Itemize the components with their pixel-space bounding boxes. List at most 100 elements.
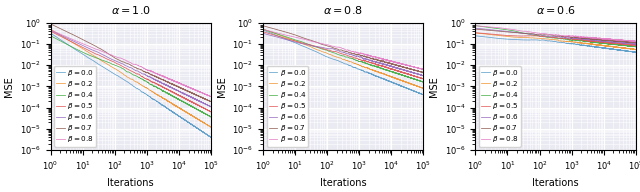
X-axis label: Iterations: Iterations: [532, 178, 579, 188]
$\beta = 0.4$: [200, 112, 208, 114]
$\beta = 0.6$: [420, 74, 428, 77]
$\beta = 0.2$: [413, 85, 421, 87]
$\beta = 0.6$: [413, 73, 421, 75]
$\beta = 0.7$: [201, 98, 209, 100]
$\beta = 0.4$: [631, 46, 639, 48]
$\beta = 0.0$: [413, 91, 420, 93]
$\beta = 0.5$: [400, 72, 408, 74]
$\beta = 0.7$: [409, 69, 417, 71]
$\beta = 0.0$: [188, 123, 195, 126]
$\beta = 0.5$: [612, 42, 620, 45]
$\beta = 0.4$: [627, 45, 635, 47]
$\beta = 0.5$: [259, 31, 267, 33]
$\beta = 0.0$: [420, 94, 428, 96]
$\beta = 0.2$: [472, 32, 479, 34]
$\beta = 0.0$: [207, 136, 215, 139]
Line: $\beta = 0.4$: $\beta = 0.4$: [263, 29, 424, 82]
$\beta = 0.5$: [625, 43, 633, 46]
$\beta = 0.7$: [200, 97, 208, 100]
$\beta = 0.5$: [632, 44, 639, 46]
$\beta = 0.5$: [626, 44, 634, 46]
$\beta = 0.0$: [627, 50, 635, 53]
$\beta = 0.7$: [196, 96, 204, 98]
$\beta = 0.5$: [202, 108, 210, 111]
Line: $\beta = 0.0$: $\beta = 0.0$: [51, 33, 211, 137]
$\beta = 0.8$: [612, 39, 620, 41]
$\beta = 0.0$: [419, 93, 426, 96]
$\beta = 0.8$: [196, 91, 204, 93]
$\beta = 0.2$: [202, 123, 210, 126]
$\beta = 0.6$: [415, 73, 422, 75]
$\beta = 0.8$: [413, 66, 420, 69]
$\beta = 0.0$: [400, 86, 408, 88]
$\beta = 0.6$: [400, 69, 408, 71]
$\beta = 0.2$: [207, 126, 215, 128]
$\beta = 0.2$: [201, 122, 209, 125]
$\beta = 0.6$: [419, 74, 427, 77]
$\beta = 0.5$: [188, 101, 195, 103]
X-axis label: Iterations: Iterations: [320, 178, 367, 188]
$\beta = 0.7$: [47, 23, 54, 25]
$\beta = 0.7$: [413, 70, 421, 72]
$\beta = 0.8$: [47, 29, 54, 31]
$\beta = 0.8$: [632, 40, 639, 42]
$\beta = 0.4$: [400, 74, 408, 77]
$\beta = 0.2$: [206, 125, 214, 128]
Line: $\beta = 0.4$: $\beta = 0.4$: [51, 36, 211, 117]
$\beta = 0.8$: [207, 96, 215, 98]
$\beta = 0.2$: [400, 80, 408, 82]
$\beta = 0.5$: [627, 44, 635, 46]
$\beta = 0.7$: [419, 71, 426, 73]
Title: $\alpha = 1.0$: $\alpha = 1.0$: [111, 4, 151, 16]
$\beta = 0.5$: [631, 44, 639, 46]
Line: $\beta = 0.2$: $\beta = 0.2$: [51, 29, 211, 127]
Line: $\beta = 0.6$: $\beta = 0.6$: [476, 28, 636, 44]
Line: $\beta = 0.5$: $\beta = 0.5$: [476, 33, 636, 45]
$\beta = 0.5$: [207, 111, 215, 113]
$\beta = 0.0$: [612, 49, 620, 51]
$\beta = 0.2$: [631, 48, 639, 50]
$\beta = 0.8$: [188, 87, 195, 90]
$\beta = 0.4$: [206, 115, 214, 118]
Legend: $\beta = 0.0$, $\beta = 0.2$, $\beta = 0.4$, $\beta = 0.5$, $\beta = 0.6$, $\bet: $\beta = 0.0$, $\beta = 0.2$, $\beta = 0…: [266, 66, 308, 146]
$\beta = 0.7$: [420, 71, 428, 74]
$\beta = 0.2$: [259, 28, 267, 30]
X-axis label: Iterations: Iterations: [108, 178, 154, 188]
$\beta = 0.4$: [420, 81, 428, 83]
$\beta = 0.2$: [632, 48, 639, 51]
$\beta = 0.8$: [413, 67, 421, 69]
$\beta = 0.2$: [200, 122, 208, 124]
$\beta = 0.5$: [419, 77, 426, 80]
$\beta = 0.7$: [413, 70, 420, 72]
Legend: $\beta = 0.0$, $\beta = 0.2$, $\beta = 0.4$, $\beta = 0.5$, $\beta = 0.6$, $\bet: $\beta = 0.0$, $\beta = 0.2$, $\beta = 0…: [54, 66, 96, 146]
$\beta = 0.2$: [196, 120, 204, 122]
$\beta = 0.6$: [188, 96, 195, 99]
$\beta = 0.8$: [621, 39, 629, 42]
$\beta = 0.5$: [632, 44, 639, 46]
$\beta = 0.8$: [625, 40, 633, 42]
$\beta = 0.4$: [612, 43, 620, 46]
$\beta = 0.4$: [626, 45, 634, 47]
$\beta = 0.0$: [202, 133, 210, 135]
$\beta = 0.6$: [196, 101, 204, 103]
$\beta = 0.6$: [632, 43, 639, 45]
$\beta = 0.2$: [415, 85, 422, 88]
Title: $\alpha = 0.6$: $\alpha = 0.6$: [536, 4, 575, 16]
$\beta = 0.7$: [632, 41, 639, 44]
Title: $\alpha = 0.8$: $\alpha = 0.8$: [323, 4, 363, 16]
$\beta = 0.8$: [400, 63, 408, 65]
$\beta = 0.6$: [409, 71, 417, 74]
$\beta = 0.5$: [420, 78, 428, 80]
Line: $\beta = 0.7$: $\beta = 0.7$: [51, 24, 211, 102]
$\beta = 0.4$: [259, 28, 267, 30]
Y-axis label: MSE: MSE: [4, 76, 14, 97]
$\beta = 0.8$: [420, 68, 428, 70]
$\beta = 0.2$: [419, 87, 426, 89]
$\beta = 0.6$: [413, 73, 420, 75]
$\beta = 0.6$: [47, 29, 54, 31]
$\beta = 0.0$: [47, 32, 54, 34]
$\beta = 0.6$: [472, 27, 479, 29]
$\beta = 0.4$: [632, 46, 639, 48]
Line: $\beta = 0.5$: $\beta = 0.5$: [51, 31, 211, 112]
$\beta = 0.6$: [632, 43, 639, 45]
